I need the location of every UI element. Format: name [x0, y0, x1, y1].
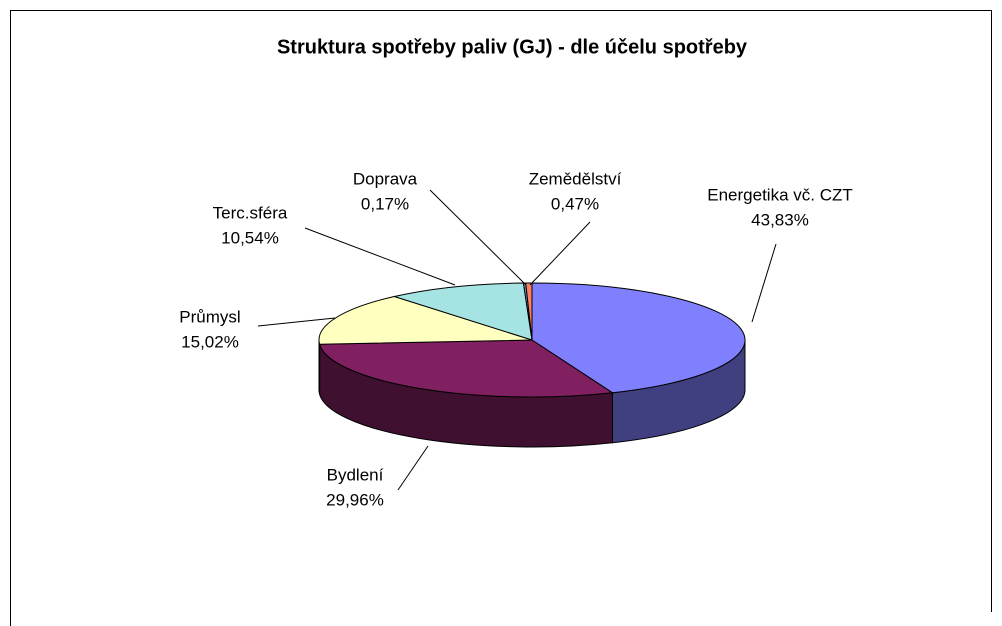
slice: [531, 282, 746, 394]
leader-line: [429, 189, 527, 286]
category-label: Terc.sféra: [213, 203, 288, 222]
leader-line: [751, 243, 777, 323]
category-label: Průmysl: [179, 307, 240, 326]
slice: [392, 282, 533, 341]
slice: [318, 339, 614, 398]
chart-title: Struktura spotřeby paliv (GJ) - dle účel…: [277, 36, 748, 58]
category-label: Energetika vč. CZT: [707, 185, 853, 204]
value-label: 0,47%: [551, 194, 599, 213]
leader-line: [257, 317, 336, 327]
slice-side: [318, 339, 321, 395]
value-label: 0,17%: [361, 194, 409, 213]
value-label: 10,54%: [221, 228, 279, 247]
category-label: Doprava: [353, 169, 418, 188]
value-label: 29,96%: [326, 490, 384, 509]
labels: Energetika vč. CZT 43,83% Bydlení 29,96% Prů…: [179, 169, 852, 509]
slice: [318, 295, 533, 345]
category-label: Bydlení: [327, 465, 384, 484]
leader-line: [397, 445, 429, 491]
pie: [318, 282, 746, 448]
chart-frame: [10, 10, 992, 626]
category-label: Zemědělství: [529, 169, 622, 188]
leader-line: [529, 221, 591, 286]
value-label: 15,02%: [181, 332, 239, 351]
value-label: 43,83%: [751, 210, 809, 229]
leader-line: [304, 227, 456, 286]
